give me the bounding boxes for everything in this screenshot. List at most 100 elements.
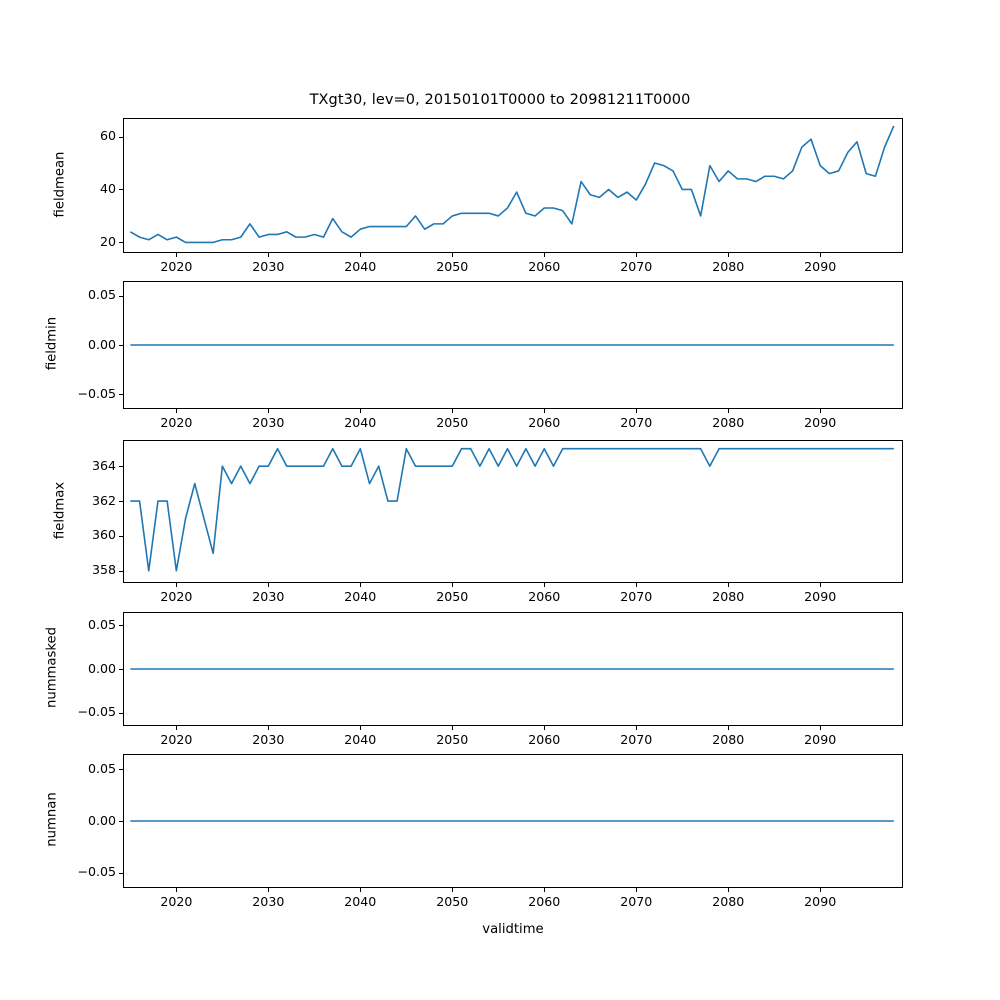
x-tick-label: 2080 xyxy=(712,732,745,747)
x-tick-mark xyxy=(360,409,362,413)
x-tick-label: 2060 xyxy=(528,732,561,747)
x-tick-mark xyxy=(728,253,730,257)
y-tick-label: 60 xyxy=(99,128,116,144)
x-tick-label: 2070 xyxy=(620,259,653,274)
x-tick-label: 2040 xyxy=(344,589,377,604)
x-tick-mark xyxy=(176,726,178,730)
x-tick-label: 2020 xyxy=(160,415,193,430)
x-tick-label: 2090 xyxy=(804,732,837,747)
x-tick-mark xyxy=(820,726,822,730)
x-tick-label: 2040 xyxy=(344,259,377,274)
x-tick-mark xyxy=(176,409,178,413)
x-tick-mark xyxy=(820,888,822,892)
x-tick-label: 2030 xyxy=(252,732,285,747)
y-tick-mark xyxy=(119,625,123,627)
x-tick-mark xyxy=(268,888,270,892)
x-tick-mark xyxy=(544,253,546,257)
x-tick-label: 2050 xyxy=(436,894,469,909)
x-tick-label: 2060 xyxy=(528,894,561,909)
x-tick-mark xyxy=(360,726,362,730)
x-tick-label: 2050 xyxy=(436,259,469,274)
x-tick-label: 2060 xyxy=(528,259,561,274)
x-tick-label: 2090 xyxy=(804,415,837,430)
x-tick-label: 2070 xyxy=(620,894,653,909)
x-tick-mark xyxy=(268,409,270,413)
x-tick-label: 2030 xyxy=(252,415,285,430)
x-tick-label: 2020 xyxy=(160,589,193,604)
x-tick-label: 2020 xyxy=(160,732,193,747)
x-tick-mark xyxy=(636,726,638,730)
x-tick-label: 2050 xyxy=(436,589,469,604)
x-tick-mark xyxy=(636,888,638,892)
x-tick-mark xyxy=(820,253,822,257)
y-tick-label: 40 xyxy=(99,180,116,196)
x-tick-mark xyxy=(544,888,546,892)
x-tick-mark xyxy=(360,888,362,892)
x-tick-label: 2040 xyxy=(344,415,377,430)
x-tick-mark xyxy=(636,583,638,587)
x-tick-mark xyxy=(728,409,730,413)
x-tick-label: 2050 xyxy=(436,415,469,430)
x-tick-label: 2080 xyxy=(712,894,745,909)
x-tick-label: 2030 xyxy=(252,259,285,274)
x-tick-mark xyxy=(636,409,638,413)
x-tick-mark xyxy=(360,253,362,257)
x-tick-label: 2090 xyxy=(804,589,837,604)
y-tick-mark xyxy=(119,189,123,191)
x-tick-mark xyxy=(268,253,270,257)
x-tick-mark xyxy=(728,583,730,587)
x-tick-mark xyxy=(728,726,730,730)
y-tick-mark xyxy=(119,394,123,396)
data-line-fieldmean xyxy=(129,125,895,244)
y-tick-mark xyxy=(119,669,123,670)
x-tick-label: 2060 xyxy=(528,415,561,430)
x-tick-mark xyxy=(636,253,638,257)
y-tick-mark xyxy=(119,242,123,244)
y-tick-mark xyxy=(119,501,123,503)
x-tick-mark xyxy=(360,583,362,587)
x-tick-label: 2080 xyxy=(712,415,745,430)
y-tick-label: −0.05 xyxy=(77,864,116,880)
y-tick-label: 0.05 xyxy=(87,287,116,303)
x-tick-label: 2030 xyxy=(252,589,285,604)
x-tick-label: 2080 xyxy=(712,259,745,274)
y-tick-label: 0.00 xyxy=(87,812,116,828)
x-tick-label: 2040 xyxy=(344,732,377,747)
x-tick-label: 2070 xyxy=(620,589,653,604)
x-tick-label: 2070 xyxy=(620,415,653,430)
plot-panel-fieldmax xyxy=(123,440,903,583)
x-tick-label: 2090 xyxy=(804,259,837,274)
y-tick-mark xyxy=(119,570,123,572)
x-tick-mark xyxy=(268,726,270,730)
x-tick-label: 2030 xyxy=(252,894,285,909)
x-tick-mark xyxy=(728,888,730,892)
data-line-fieldmax xyxy=(130,447,894,572)
y-tick-mark xyxy=(119,295,123,297)
y-tick-mark xyxy=(119,872,123,874)
y-tick-label: 20 xyxy=(99,233,116,249)
figure-title: TXgt30, lev=0, 20150101T0000 to 20981211… xyxy=(309,92,691,108)
y-tick-label: −0.05 xyxy=(77,385,116,401)
x-tick-mark xyxy=(452,726,454,730)
x-tick-mark xyxy=(268,583,270,587)
x-tick-label: 2050 xyxy=(436,732,469,747)
x-tick-mark xyxy=(176,583,178,587)
y-tick-label: 360 xyxy=(91,527,116,543)
x-tick-label: 2080 xyxy=(712,589,745,604)
x-tick-mark xyxy=(544,409,546,413)
y-tick-mark xyxy=(119,466,123,468)
x-tick-label: 2020 xyxy=(160,259,193,274)
x-tick-label: 2060 xyxy=(528,589,561,604)
x-axis-label: validtime xyxy=(482,922,544,937)
x-tick-mark xyxy=(176,253,178,257)
x-tick-label: 2070 xyxy=(620,732,653,747)
x-tick-mark xyxy=(820,409,822,413)
x-tick-mark xyxy=(820,583,822,587)
x-tick-mark xyxy=(176,888,178,892)
y-tick-label: −0.05 xyxy=(77,704,116,720)
